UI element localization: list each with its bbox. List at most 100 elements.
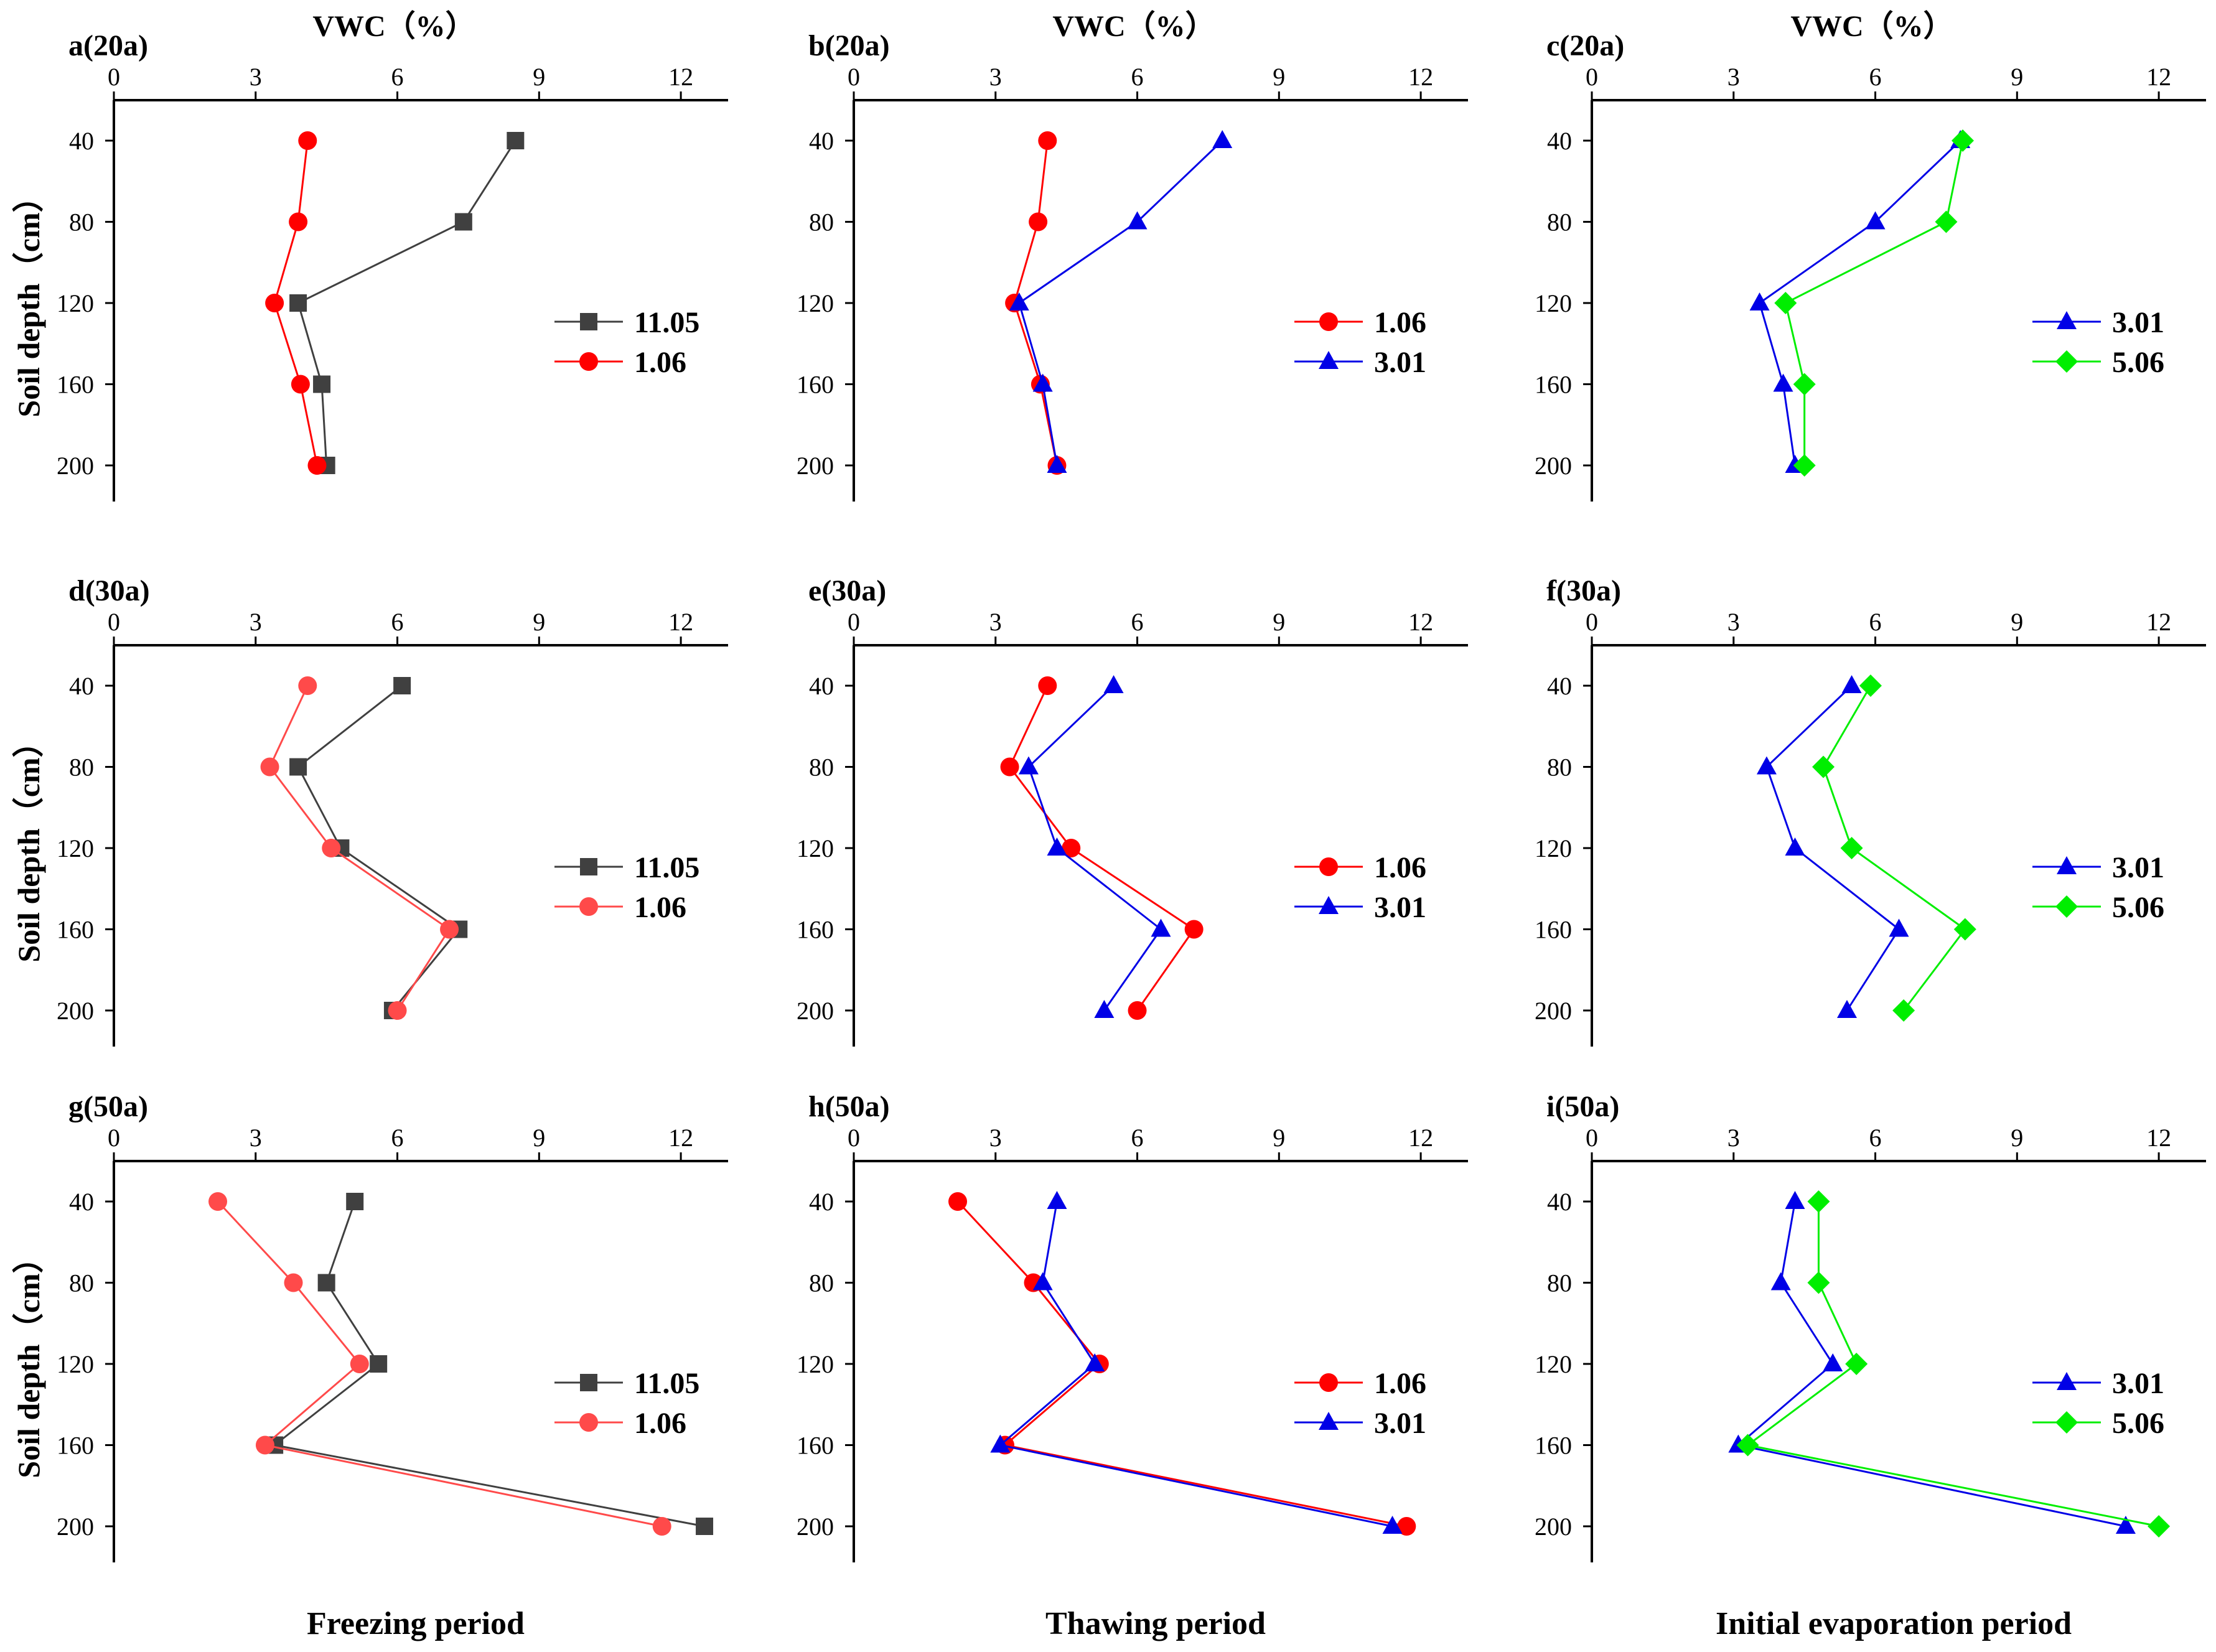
legend-label: 1.06 [634,1407,686,1440]
data-point [1845,1353,1868,1375]
data-point [1038,676,1057,695]
data-point [696,1518,714,1535]
x-tick-label: 0 [1586,608,1598,636]
y-axis-title: Soil depth（cm） [11,181,46,417]
data-point [350,1355,369,1373]
y-tick-label: 200 [797,1513,834,1541]
y-tick-label: 200 [797,452,834,480]
data-point [1397,1517,1416,1536]
legend-marker [579,352,598,371]
x-tick-label: 0 [1586,1124,1598,1152]
data-point [1859,674,1882,697]
x-axis-title: VWC（%） [1790,10,1953,43]
y-tick-label: 160 [797,1432,834,1460]
series-line-3.01 [1736,1201,2126,1528]
x-tick-label: 6 [1131,608,1144,636]
panel-g50a: 0 3 6 9 12 40 80 120 160 200 g(50a) Soil depth（cm） 1… [11,1090,728,1562]
legend-label: 1.06 [634,346,686,379]
data-point [1000,757,1019,777]
y-tick-label: 80 [1547,754,1572,782]
x-tick-label: 9 [533,1124,545,1152]
y-tick-label: 200 [1535,1513,1572,1541]
data-point [1736,1434,1759,1457]
data-point [1793,454,1816,477]
data-point [1823,1353,1843,1371]
x-tick-label: 3 [989,63,1002,91]
data-point [1047,838,1067,856]
panel-label: d(30a) [68,574,150,607]
period-label: Freezing period [307,1606,525,1641]
x-tick-label: 6 [391,1124,404,1152]
x-tick-label: 9 [1273,1124,1285,1152]
y-tick-label: 80 [809,754,834,782]
legend-marker [580,858,597,875]
x-tick-label: 12 [1408,608,1433,636]
data-point [1212,130,1233,148]
legend-marker [1319,312,1338,331]
y-tick-label: 160 [1535,371,1572,399]
legend-marker [2055,1411,2078,1434]
x-tick-label: 9 [2011,1124,2023,1152]
legend-marker [1319,857,1338,876]
data-point [1836,1000,1857,1018]
x-tick-label: 12 [2146,1124,2171,1152]
x-tick-label: 3 [250,1124,262,1152]
y-tick-label: 120 [797,289,834,317]
data-point [1865,211,1886,230]
y-tick-label: 120 [1535,1350,1572,1378]
x-tick-label: 3 [989,1124,1002,1152]
legend-marker [579,897,598,916]
x-tick-label: 12 [668,63,693,91]
legend-label: 1.06 [1374,851,1426,884]
data-point [1038,131,1057,150]
legend-marker [2055,895,2078,918]
panel-a20a: 0 3 6 9 12 40 80 120 160 200 a(20a) VWC（%） Soil dept… [11,10,728,502]
data-point [298,131,317,150]
y-tick-label: 200 [1535,997,1572,1025]
data-point [1103,675,1124,693]
data-point [1128,1001,1147,1020]
data-point [291,375,310,394]
data-point [948,1192,968,1211]
data-point [1047,455,1067,473]
panel-label: f(30a) [1546,574,1621,607]
data-point [1085,1353,1105,1371]
x-tick-label: 6 [391,608,404,636]
panel-label: c(20a) [1546,29,1624,62]
x-tick-label: 12 [1408,1124,1433,1152]
legend-marker [2057,311,2077,329]
data-point [1951,129,1974,152]
x-tick-label: 6 [1131,1124,1144,1152]
data-point [370,1355,388,1373]
legend-label: 3.01 [1374,1407,1426,1440]
legend-marker [1319,1412,1339,1430]
series-line-3.01 [1765,684,1900,1011]
x-tick-label: 3 [250,608,262,636]
data-point [1749,292,1770,310]
period-label: Initial evaporation period [1716,1606,2072,1641]
data-point [1807,1190,1830,1213]
y-axis-title: Soil depth（cm） [11,726,46,962]
data-point [298,676,317,695]
data-point [454,213,472,231]
period-label: Thawing period [1045,1606,1266,1641]
y-tick-label: 200 [57,997,94,1025]
data-point [1032,1272,1053,1290]
data-point [1382,1516,1403,1534]
panel-label: e(30a) [808,574,886,607]
series-line-11.05 [272,1201,705,1528]
data-point [1770,1272,1791,1290]
data-point [1184,920,1204,939]
y-tick-label: 120 [57,289,94,317]
panel-b20a: 0 3 6 9 12 40 80 120 160 200 b(20a) VWC（%） 1.06 3.01 [797,10,1468,502]
x-tick-label: 0 [848,63,860,91]
y-tick-label: 160 [1535,1432,1572,1460]
y-axis-title: Soil depth（cm） [11,1242,46,1478]
panel-h50a: 0 3 6 9 12 40 80 120 160 200 h(50a) 1.06 3.01 [797,1090,1468,1562]
data-point [1773,373,1793,392]
data-point [260,757,279,777]
panel-c20a: 0 3 6 9 12 40 80 120 160 200 c(20a) VWC（%） 3.01 5.06 [1535,10,2206,502]
data-point [1009,292,1029,310]
data-point [289,758,307,776]
data-point [1807,1271,1830,1294]
